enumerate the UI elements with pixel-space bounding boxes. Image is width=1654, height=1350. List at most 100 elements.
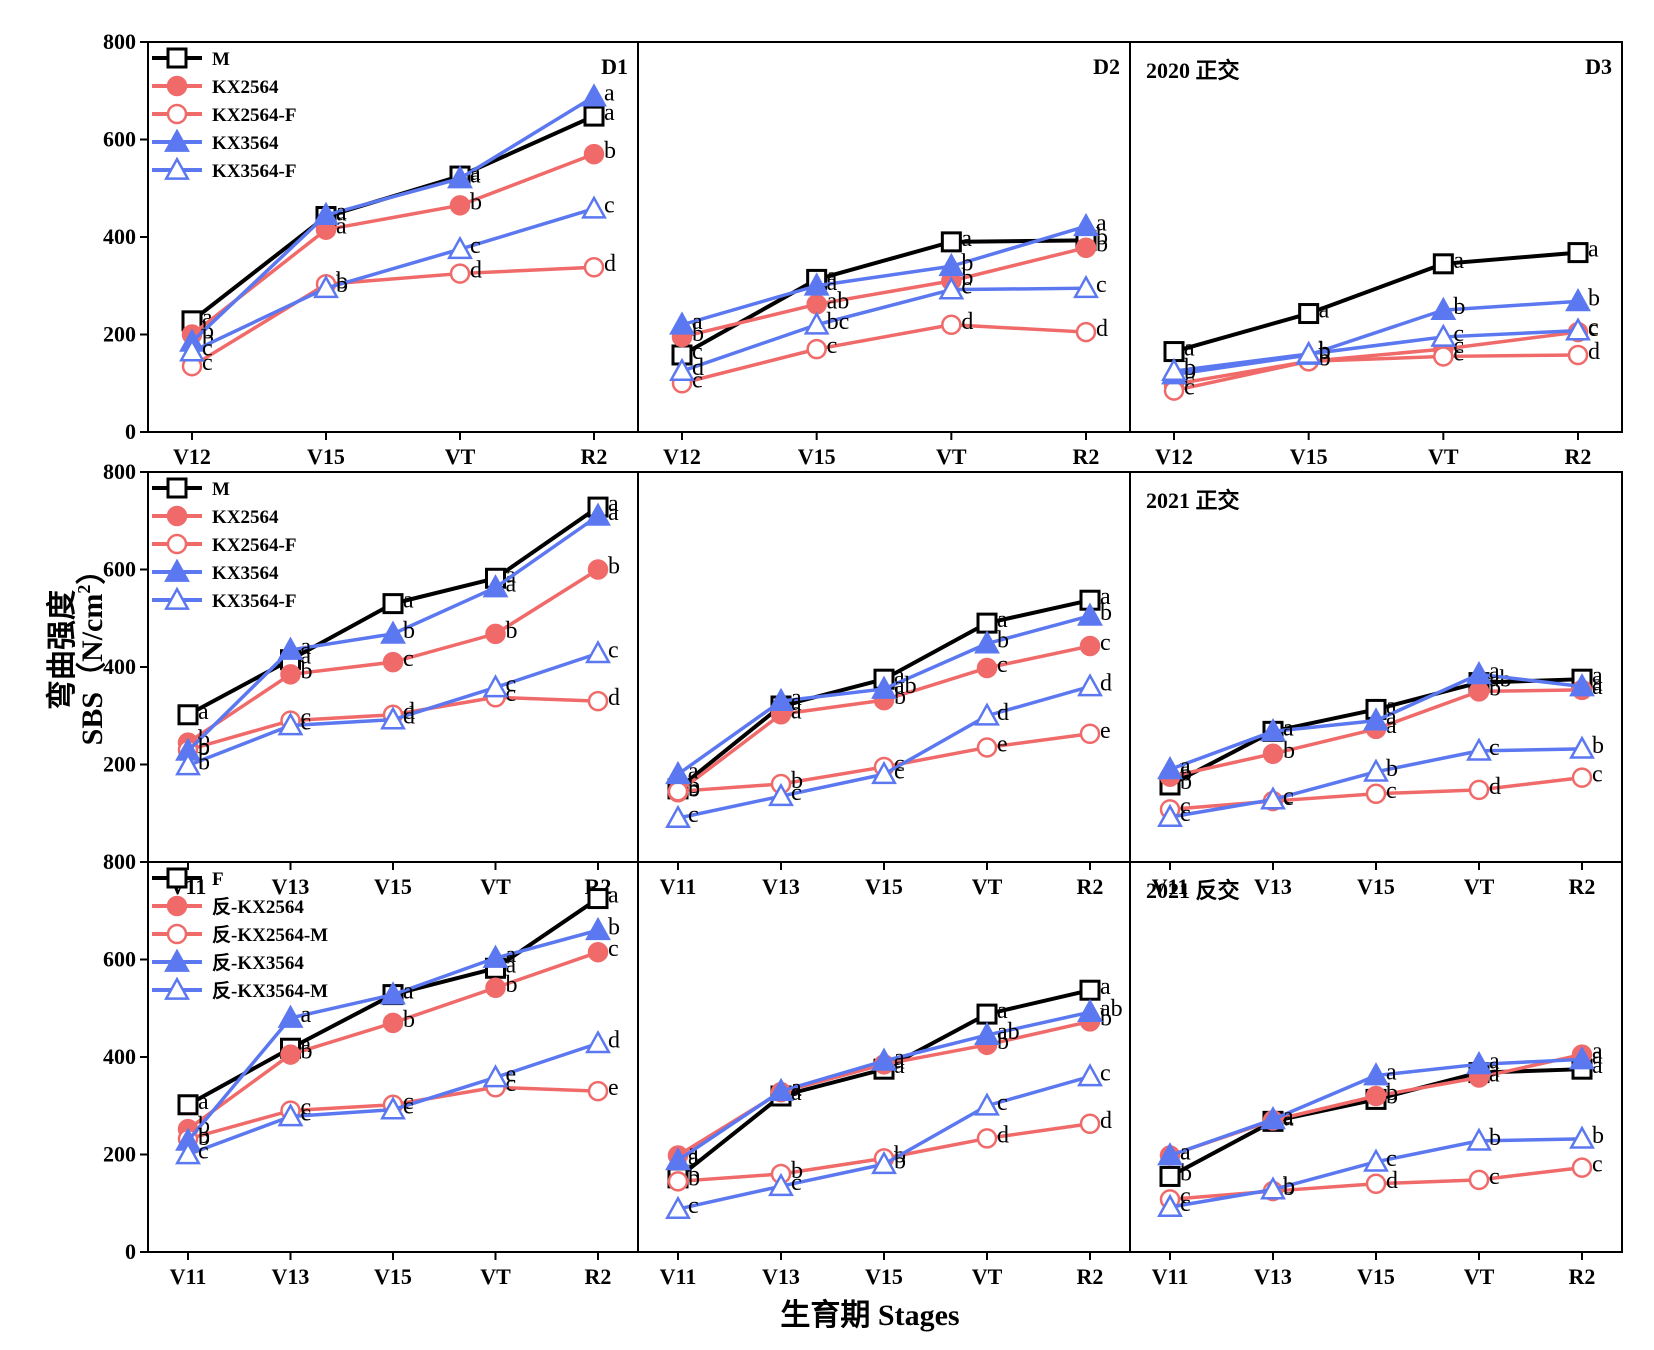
significance-letter: c	[604, 193, 615, 219]
svg-text:弯曲强度: 弯曲强度	[45, 590, 79, 710]
data-point	[175, 1141, 201, 1165]
x-tick-label: V12	[663, 444, 701, 469]
data-point	[1260, 786, 1286, 810]
legend-entry: 反-KX3564	[212, 952, 304, 974]
significance-letter: a	[1489, 1061, 1500, 1087]
significance-letter: b	[997, 628, 1009, 654]
significance-letter: c	[1592, 762, 1603, 788]
data-point	[587, 1080, 609, 1102]
data-point	[380, 706, 406, 730]
x-tick-label: R2	[1569, 874, 1596, 899]
x-tick-label: V15	[865, 1264, 903, 1289]
significance-letter: bc	[827, 309, 850, 335]
data-point	[1430, 323, 1457, 347]
significance-letter: a	[403, 979, 414, 1005]
significance-letter: ab	[1100, 996, 1123, 1022]
y-tick-label: 600	[103, 557, 136, 582]
data-point	[1161, 357, 1187, 381]
legend-entry: KX2564	[212, 507, 279, 528]
significance-letter: a	[198, 699, 209, 725]
significance-letter: c	[198, 1139, 209, 1165]
data-point	[1466, 1050, 1492, 1075]
data-point	[941, 314, 962, 335]
data-point	[380, 620, 406, 644]
x-tick-label: V13	[1254, 874, 1292, 899]
significance-letter: a	[997, 607, 1008, 633]
significance-letter: a	[827, 270, 838, 296]
significance-letter: d	[1100, 1108, 1112, 1134]
significance-letter: b	[894, 1148, 906, 1174]
significance-letter: b	[1592, 1123, 1604, 1149]
significance-letter: b	[301, 1039, 313, 1065]
x-tick-label: V15	[865, 874, 903, 899]
data-point	[1157, 803, 1183, 828]
data-point	[585, 502, 611, 526]
significance-letter: a	[791, 685, 802, 711]
data-point	[1157, 756, 1183, 780]
data-point	[585, 916, 611, 941]
significance-letter: b	[791, 1158, 803, 1184]
x-tick-label: V15	[1357, 874, 1395, 899]
significance-letter: a	[301, 1032, 312, 1058]
significance-letter: a	[688, 1144, 699, 1170]
significance-letter: a	[1453, 248, 1464, 274]
significance-letter: a	[1489, 1048, 1500, 1074]
x-tick-label: V11	[1152, 1264, 1189, 1289]
significance-letter: a	[1588, 237, 1599, 263]
significance-letter: c	[1489, 735, 1500, 761]
series-line	[681, 286, 1087, 373]
significance-letter: d	[997, 700, 1009, 726]
y-tick-label: 200	[103, 1142, 136, 1167]
data-point	[871, 1150, 897, 1175]
y-axis-unit-close: ）	[75, 555, 109, 585]
significance-letter: a	[1592, 1053, 1603, 1079]
significance-letter: d	[403, 704, 415, 730]
series-line	[681, 224, 1087, 327]
legend-marker	[166, 103, 188, 125]
significance-letter: c	[791, 780, 802, 806]
series-kx3564-f: bc dcc	[175, 637, 619, 775]
significance-letter: b	[198, 735, 210, 761]
data-point	[1077, 1063, 1103, 1087]
data-point	[1567, 242, 1589, 264]
legend-marker	[166, 533, 188, 555]
data-point	[976, 1003, 998, 1025]
significance-letter: d	[608, 685, 620, 711]
series-line	[1173, 330, 1579, 386]
significance-letter: a	[894, 1048, 905, 1074]
y-tick-label: 200	[103, 752, 136, 777]
x-tick-label: V11	[170, 1264, 207, 1289]
data-point	[1468, 681, 1490, 702]
data-point	[1260, 1106, 1286, 1130]
data-point	[803, 311, 830, 335]
significance-letter: b	[1489, 1125, 1501, 1151]
significance-letter: b	[506, 618, 518, 644]
data-point	[482, 674, 509, 698]
y-tick-label: 400	[103, 1044, 136, 1069]
significance-letter: a	[1319, 298, 1330, 324]
panel-title: 2020 正交	[1146, 58, 1240, 83]
significance-letter: d	[1489, 774, 1501, 800]
significance-letter: a	[1489, 1057, 1500, 1083]
x-tick-label: V11	[1152, 874, 1189, 899]
x-tick-label: V13	[272, 1264, 310, 1289]
data-point	[974, 702, 1000, 726]
significance-letter: b	[1180, 761, 1192, 787]
significance-letter: e	[997, 731, 1008, 757]
x-tick-label: VT	[936, 444, 967, 469]
significance-letter: c	[1489, 1164, 1500, 1190]
data-point	[665, 760, 691, 785]
panel-label: D3	[1585, 54, 1612, 79]
significance-letter: a	[470, 160, 481, 186]
significance-letter: c	[608, 637, 619, 663]
series-line	[1173, 299, 1579, 377]
significance-letter: d	[403, 699, 415, 725]
data-point	[803, 272, 830, 296]
data-point	[581, 83, 607, 107]
significance-letter: c	[1180, 1183, 1191, 1209]
